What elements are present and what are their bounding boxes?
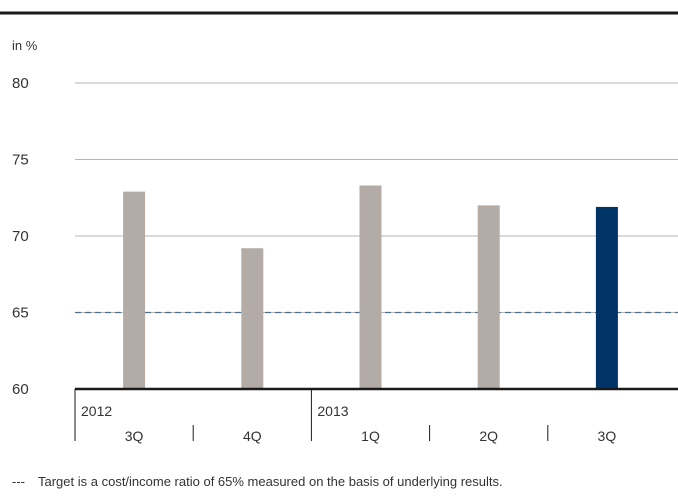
bar-4 <box>595 206 618 389</box>
bar-0 <box>123 191 146 389</box>
x-tick-label: 3Q <box>598 428 617 444</box>
bar-3 <box>477 205 500 389</box>
y-tick-label: 70 <box>12 228 29 245</box>
y-axis-ticks: 60 65 70 75 80 <box>12 75 29 398</box>
bar-1 <box>241 248 264 389</box>
y-tick-label: 80 <box>12 75 29 92</box>
x-tick-label: 3Q <box>125 428 144 444</box>
x-tick-label: 1Q <box>361 428 380 444</box>
unit-label: in % <box>12 38 38 53</box>
bar-2 <box>359 185 382 389</box>
year-label: 2013 <box>317 403 348 419</box>
footnote-marker: --- <box>12 474 25 489</box>
y-tick-label: 65 <box>12 305 29 322</box>
y-tick-label: 60 <box>12 381 29 398</box>
footnote-text: Target is a cost/income ratio of 65% mea… <box>38 474 503 489</box>
y-tick-label: 75 <box>12 152 29 169</box>
x-axis-labels: 2012 3Q 4Q 2013 1Q 2Q 3Q <box>74 389 617 444</box>
year-label: 2012 <box>81 403 112 419</box>
x-tick-label: 4Q <box>243 428 262 444</box>
legend-footnote: --- Target is a cost/income ratio of 65%… <box>12 474 503 489</box>
x-tick-label: 2Q <box>479 428 498 444</box>
bars <box>123 185 618 389</box>
